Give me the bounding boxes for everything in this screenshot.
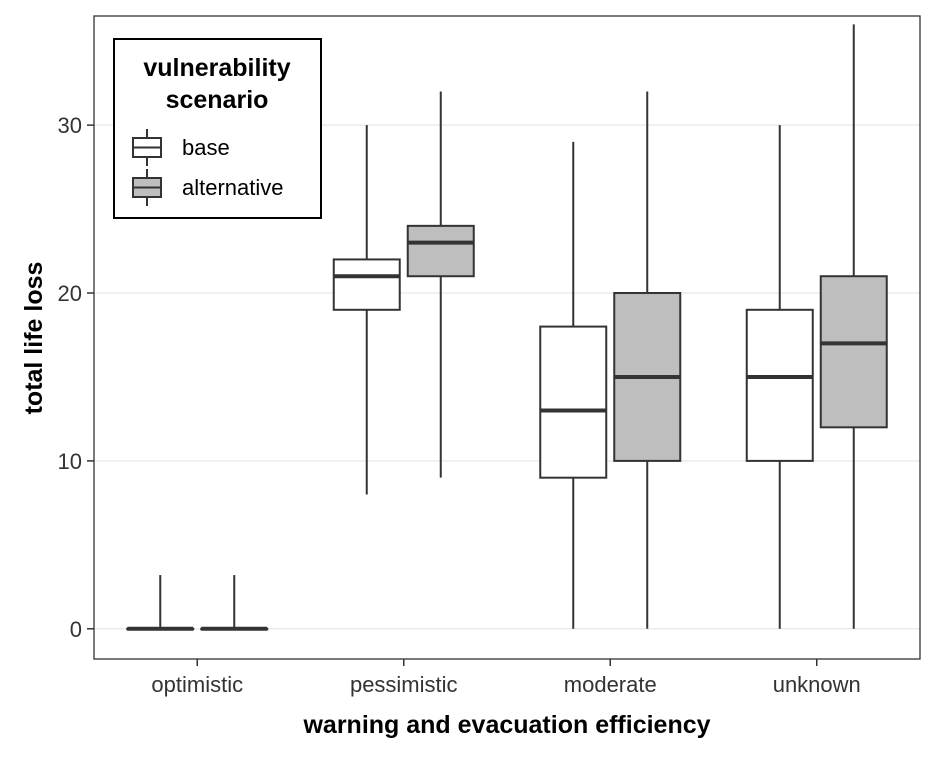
x-axis: optimistic pessimistic moderate unknown	[151, 659, 861, 697]
box-alternative-pessimistic	[406, 91, 475, 478]
legend-title-line1: vulnerability	[143, 54, 290, 82]
y-tick-label-0: 0	[70, 617, 82, 642]
box-alternative-unknown	[819, 24, 888, 629]
y-axis: 0 10 20 30	[58, 113, 94, 642]
x-tick-label-pessimistic: pessimistic	[350, 672, 458, 697]
x-tick-label-optimistic: optimistic	[151, 672, 243, 697]
y-tick-label-20: 20	[58, 281, 82, 306]
iqr-box-base-moderate	[539, 325, 608, 479]
boxes	[126, 24, 888, 631]
x-tick-label-unknown: unknown	[773, 672, 861, 697]
iqr-box-alternative-pessimistic	[406, 224, 475, 278]
legend-key-alternative	[132, 169, 162, 206]
legend-label-base: base	[182, 135, 230, 160]
box-base-optimistic	[126, 575, 195, 631]
box-base-pessimistic	[332, 125, 401, 495]
legend-label-alternative: alternative	[182, 175, 284, 200]
legend-title-line2: scenario	[166, 86, 269, 114]
y-tick-label-10: 10	[58, 449, 82, 474]
box-base-unknown	[745, 125, 814, 629]
y-tick-label-30: 30	[58, 113, 82, 138]
y-axis-title: total life loss	[20, 262, 48, 415]
box-base-moderate	[539, 141, 608, 629]
panel-border	[93, 15, 921, 660]
box-alternative-moderate	[613, 91, 682, 629]
iqr-box-base-pessimistic	[332, 258, 401, 311]
box-alternative-optimistic	[200, 575, 269, 631]
x-tick-label-moderate: moderate	[564, 672, 657, 697]
x-axis-title: warning and evacuation efficiency	[302, 711, 710, 739]
legend: vulnerability scenario base alternative	[113, 38, 322, 219]
iqr-box-base-unknown	[745, 308, 814, 462]
iqr-box-alternative-unknown	[819, 275, 888, 429]
legend-key-base	[132, 129, 162, 166]
